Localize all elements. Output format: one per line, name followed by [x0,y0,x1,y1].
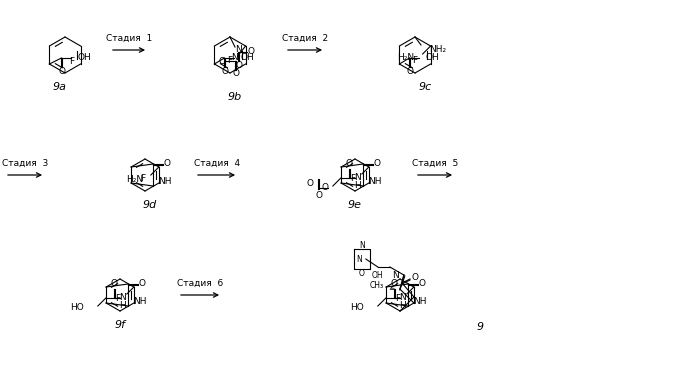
Text: O: O [374,159,381,169]
Text: 9c: 9c [419,82,432,92]
Text: N: N [231,54,238,62]
Text: H: H [120,301,126,310]
Text: N: N [392,271,399,280]
Text: Стадия  6: Стадия 6 [177,278,223,288]
Text: 9: 9 [477,322,484,332]
Text: O: O [407,67,414,75]
Text: O: O [111,280,118,288]
Text: N: N [356,254,362,263]
Text: HO: HO [350,303,364,313]
Text: H₂N: H₂N [126,176,143,184]
Text: 9b: 9b [228,92,242,102]
Text: CH₃: CH₃ [370,281,384,290]
Text: OH: OH [426,54,439,62]
Text: F: F [116,294,120,303]
Text: N: N [234,45,241,54]
Text: 9d: 9d [143,200,157,210]
Text: N: N [120,293,126,303]
Text: F: F [351,174,356,183]
Text: O: O [248,47,255,57]
Text: O: O [232,70,239,79]
Text: F: F [141,174,146,183]
Text: Стадия  5: Стадия 5 [412,159,458,167]
Text: O: O [419,280,426,288]
Text: OH: OH [372,271,384,280]
Text: Стадия  4: Стадия 4 [194,159,240,167]
Text: O: O [316,191,323,201]
Text: NH: NH [133,296,146,306]
Text: O: O [322,184,329,192]
Text: O: O [164,159,171,169]
Text: NH: NH [368,176,382,186]
Text: NH₂: NH₂ [429,45,446,54]
Text: H: H [400,301,406,310]
Text: F: F [395,294,400,303]
Text: 9a: 9a [53,82,67,92]
Text: Стадия  1: Стадия 1 [106,33,152,42]
Text: O: O [307,179,314,189]
Text: 9e: 9e [348,200,362,210]
Text: Стадия  2: Стадия 2 [282,33,328,42]
Text: OH: OH [240,54,254,62]
Text: O: O [235,60,242,70]
Text: O: O [359,268,365,278]
Text: O: O [391,280,398,288]
Text: O: O [222,67,229,75]
Text: OH: OH [78,54,91,62]
Text: N: N [354,174,361,182]
Text: NH: NH [413,296,426,306]
Text: F: F [228,56,232,65]
Text: F: F [412,56,418,65]
Text: H: H [354,181,361,191]
Text: F: F [69,57,75,67]
Text: O: O [345,159,352,169]
Text: Стадия  3: Стадия 3 [2,159,48,167]
Text: N: N [359,241,365,249]
Text: 9f: 9f [115,320,125,330]
Text: O: O [412,273,419,281]
Text: NH: NH [158,176,172,186]
Text: HO: HO [70,303,84,313]
Text: H₂N: H₂N [398,54,414,62]
Text: O: O [139,280,146,288]
Text: ═: ═ [389,285,394,293]
Text: N: N [400,293,406,303]
Text: O: O [218,57,225,65]
Text: O: O [59,67,66,75]
